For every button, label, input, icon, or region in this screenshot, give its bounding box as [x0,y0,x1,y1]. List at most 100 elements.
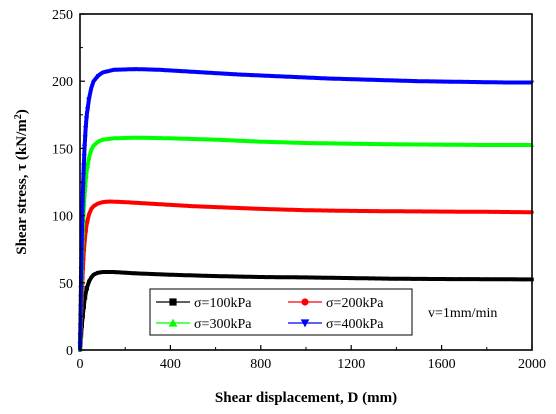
data-point [79,210,85,216]
y-tick-label: 50 [59,277,73,292]
data-point [457,142,462,147]
data-point [439,142,444,147]
data-point [249,275,254,279]
data-point [141,271,146,276]
series-1 [78,270,534,352]
x-tick-label: 400 [160,357,181,372]
data-point [168,68,173,73]
data-point [80,182,86,188]
data-point [493,80,498,85]
data-point [511,80,517,85]
data-point [204,70,209,75]
data-point [114,199,118,204]
legend-marker [301,298,309,306]
data-point [349,276,353,280]
data-point [322,208,326,213]
data-point [439,277,444,281]
y-axis-label-suffix: ) [14,109,30,114]
data-point [521,210,525,214]
data-point [277,275,281,279]
y-axis-label: Shear stress, τ (kN/m2) [13,109,31,255]
data-point [376,276,381,281]
data-point [430,79,435,84]
data-point [340,276,344,280]
data-point [259,275,263,279]
data-point [150,67,155,72]
data-point [186,136,191,141]
data-point [80,191,86,197]
data-point [304,208,308,213]
data-point [403,142,408,147]
data-point [186,204,191,208]
data-point [267,139,272,144]
data-point [494,210,498,214]
data-point [466,209,471,214]
data-point [421,209,426,214]
x-axis-label: Shear displacement, D (mm) [215,390,397,406]
data-point [277,207,281,212]
legend-entry: σ=100kPa [156,296,252,311]
data-point [367,276,372,281]
data-point [394,276,399,281]
data-point [213,137,218,142]
legend: σ=100kPa σ=200kPa σ=300kPa σ=400kPa [149,288,413,336]
data-point [358,77,363,82]
data-point [159,135,164,140]
data-point [294,140,300,145]
legend-label: σ=400kPa [326,317,384,332]
data-point [484,80,489,85]
data-point [186,69,191,74]
data-point [294,75,300,80]
data-point [222,71,227,76]
data-point [86,96,92,101]
data-point [114,136,119,141]
data-point [421,142,426,147]
data-point [240,274,245,279]
data-point [268,275,272,279]
y-tick-label: 150 [52,142,73,157]
data-point [249,206,254,211]
data-point [475,142,480,147]
data-point [331,208,335,213]
data-point [466,80,471,85]
data-point [132,200,137,205]
data-point [123,270,127,275]
data-point [385,209,390,214]
data-point [331,276,335,280]
data-point [376,141,381,146]
data-point [321,76,327,81]
data-point [240,138,245,143]
series-trace [78,67,533,351]
data-point [340,208,344,213]
legend-marker [168,318,178,327]
data-point [448,277,453,281]
data-point [259,207,263,211]
legend-entry: σ=300kPa [156,317,252,332]
data-point [394,142,399,147]
x-tick-label: 1200 [337,357,365,372]
data-point [512,210,516,214]
data-point [267,74,272,79]
data-point [521,277,525,282]
data-point [168,203,173,207]
data-point [231,206,236,210]
data-point [512,277,516,282]
data-point [520,142,526,147]
data-point [367,141,372,146]
data-point [457,80,462,84]
data-point [87,212,91,217]
data-point [358,141,363,146]
data-point [503,210,507,214]
data-point [222,137,227,142]
data-point [82,135,88,141]
data-point [204,137,209,142]
data-point [81,163,87,169]
data-point [303,140,309,145]
data-point [430,209,435,214]
data-point [81,144,88,150]
data-point [81,154,87,160]
data-point [204,274,209,278]
data-point [114,67,119,72]
data-point [195,70,200,75]
data-point [80,173,87,178]
